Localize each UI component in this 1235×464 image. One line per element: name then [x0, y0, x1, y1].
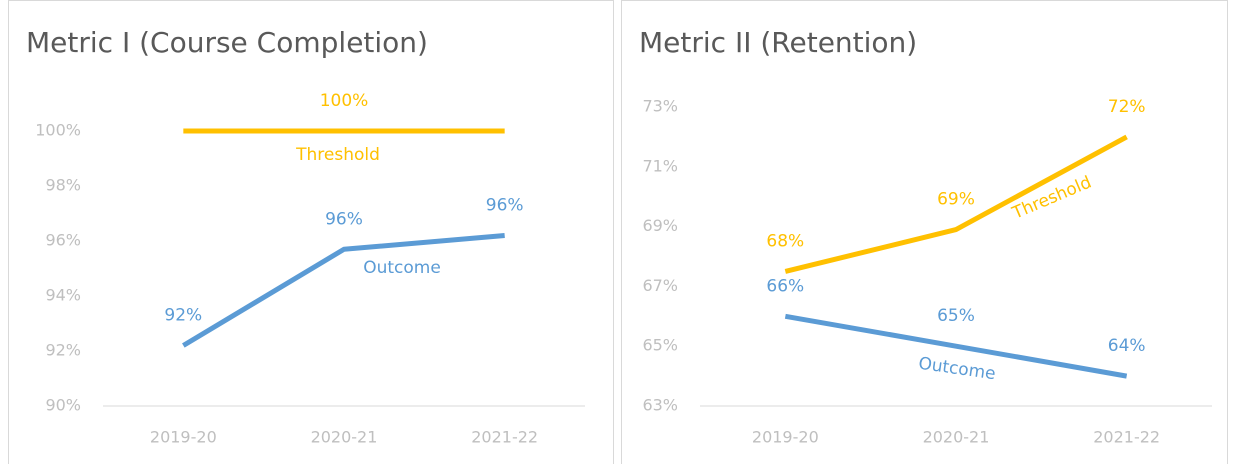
y-tick-label: 69% — [642, 216, 678, 235]
data-label: 92% — [164, 306, 202, 326]
y-tick-label: 98% — [45, 176, 81, 195]
series-line — [784, 313, 1128, 379]
y-tick-label: 65% — [642, 336, 678, 355]
y-tick-label: 96% — [45, 231, 81, 250]
panel — [621, 0, 1228, 464]
data-label: 69% — [937, 190, 975, 210]
x-tick-label: 2021-22 — [1093, 428, 1160, 447]
panel — [8, 0, 614, 464]
data-label: 96% — [325, 209, 363, 229]
chart-title: Metric I (Course Completion) — [26, 26, 428, 59]
x-tick-label: 2019-20 — [150, 428, 217, 447]
y-tick-label: 90% — [45, 396, 81, 415]
series-line — [784, 134, 1128, 274]
x-tick-label: 2020-21 — [923, 428, 990, 447]
y-tick-label: 73% — [642, 97, 678, 116]
data-label: 72% — [1108, 97, 1146, 117]
y-tick-label: 67% — [642, 276, 678, 295]
x-tick-label: 2020-21 — [311, 428, 378, 447]
y-tick-label: 92% — [45, 341, 81, 360]
data-label: 65% — [937, 306, 975, 326]
x-tick-label: 2021-22 — [471, 428, 538, 447]
y-tick-label: 100% — [35, 121, 81, 140]
series-name: Threshold — [295, 145, 380, 165]
data-label: 68% — [766, 231, 804, 251]
series-line — [182, 233, 505, 348]
y-tick-label: 71% — [642, 156, 678, 175]
data-label: 96% — [486, 196, 524, 216]
y-tick-label: 94% — [45, 286, 81, 305]
x-tick-label: 2019-20 — [752, 428, 819, 447]
data-label: 100% — [320, 91, 369, 111]
data-label: 66% — [766, 276, 804, 296]
chart-title: Metric II (Retention) — [639, 26, 917, 59]
y-tick-label: 63% — [642, 396, 678, 415]
data-label: 64% — [1108, 336, 1146, 356]
series-name: Outcome — [363, 258, 441, 278]
